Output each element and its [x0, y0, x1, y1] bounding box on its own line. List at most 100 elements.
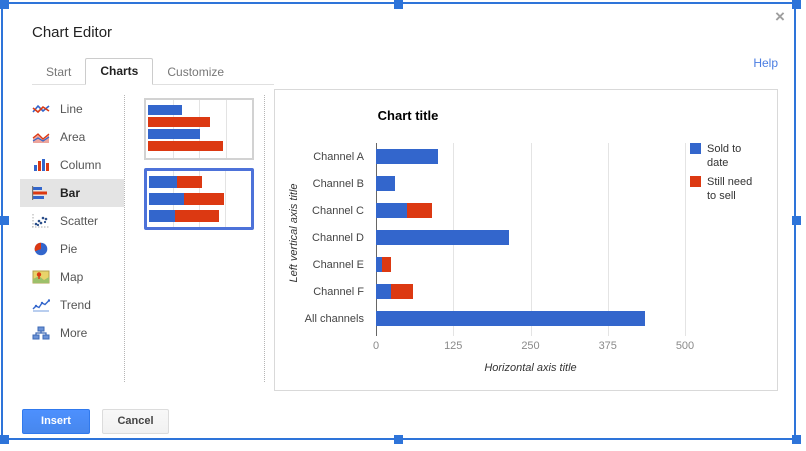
x-tick-label: 0 — [372, 340, 380, 352]
bar-row — [376, 170, 685, 197]
legend-entry: Sold to date — [690, 142, 762, 170]
thumbnail-bar-segment — [148, 129, 200, 139]
x-tick-label: 500 — [675, 340, 695, 352]
bar-segment-still-need-to-sell — [391, 284, 414, 299]
chart-title: Chart title — [377, 108, 439, 123]
trend-chart-icon — [32, 298, 51, 312]
x-axis-ticks: 0 125 250 375 500 — [373, 340, 694, 354]
horizontal-axis-title: Horizontal axis title — [484, 362, 577, 374]
sidebar-item-label: Line — [60, 102, 83, 116]
x-tick-label: 250 — [521, 340, 540, 352]
resize-handle-bottom-left[interactable] — [0, 435, 9, 444]
sidebar-item-label: Area — [60, 130, 86, 144]
bar-row — [376, 305, 685, 332]
sidebar-item-column[interactable]: Column — [20, 151, 124, 179]
resize-handle-middle-right[interactable] — [792, 216, 801, 225]
bar-row — [376, 278, 685, 305]
close-icon[interactable]: × — [775, 7, 785, 26]
category-label: All channels — [304, 312, 364, 325]
x-tick-label: 125 — [444, 340, 463, 352]
thumbnail-bar-row — [149, 193, 247, 205]
sidebar-item-trend[interactable]: Trend — [20, 291, 124, 319]
thumbnail-bars — [146, 105, 248, 153]
sidebar-item-label: Trend — [60, 298, 91, 312]
tab-customize[interactable]: Customize — [167, 65, 225, 79]
legend-entry: Still need to sell — [690, 175, 762, 203]
sidebar-item-label: Scatter — [60, 214, 99, 228]
category-label: Channel F — [313, 285, 364, 298]
sidebar-divider — [124, 95, 125, 382]
thumbnail-bar-segment — [149, 176, 178, 188]
thumbnail-bar-row — [148, 141, 248, 151]
sidebar-item-label: More — [60, 326, 88, 340]
pie-chart-icon — [32, 242, 50, 256]
thumbnail-bar-segment — [148, 141, 223, 151]
thumbnail-gridline — [225, 100, 227, 158]
more-charts-icon — [32, 326, 50, 340]
insert-button[interactable]: Insert — [22, 409, 90, 434]
legend-label: Still need to sell — [707, 176, 753, 202]
bar-row — [376, 224, 685, 251]
category-label: Channel B — [312, 177, 364, 190]
scatter-chart-icon — [32, 214, 50, 228]
chart-preview-panel: Chart title Left vertical axis title Cha… — [274, 89, 778, 391]
category-labels: Channel A Channel B Channel C Channel D Chan… — [275, 143, 372, 332]
resize-handle-top-center[interactable] — [394, 0, 403, 9]
plot-area — [376, 143, 686, 336]
thumbnail-bar-row — [148, 117, 248, 127]
thumbnail-stacked-horizontal-bar[interactable] — [144, 168, 254, 230]
legend-swatch — [690, 143, 701, 154]
bar-segment-sold-to-date — [376, 149, 438, 164]
dialog-title: Chart Editor — [32, 24, 113, 41]
category-label: Channel E — [312, 258, 364, 271]
thumbnail-bars — [147, 176, 247, 222]
bar-chart-icon — [32, 186, 50, 200]
resize-handle-bottom-center[interactable] — [394, 435, 403, 444]
bar-segment-sold-to-date — [376, 203, 407, 218]
thumbnail-bar-segment — [148, 105, 182, 115]
resize-handle-middle-left[interactable] — [0, 216, 9, 225]
sidebar-item-map[interactable]: Map — [20, 263, 124, 291]
sidebar-item-pie[interactable]: Pie — [20, 235, 124, 263]
thumbnail-grouped-horizontal-bar[interactable] — [144, 98, 254, 160]
sidebar-item-scatter[interactable]: Scatter — [20, 207, 124, 235]
thumbnail-bar-segment — [149, 210, 176, 222]
gridline-375 — [607, 143, 609, 336]
resize-handle-bottom-right[interactable] — [792, 435, 801, 444]
sidebar-item-area[interactable]: Area — [20, 123, 124, 151]
thumbnail-divider — [264, 95, 265, 382]
bar-segment-still-need-to-sell — [382, 257, 392, 272]
gridline-500 — [685, 143, 686, 336]
sidebar-item-label: Bar — [60, 186, 81, 200]
tab-start[interactable]: Start — [46, 65, 72, 79]
x-tick-label: 375 — [598, 340, 617, 352]
thumbnail-bar-row — [149, 210, 247, 222]
category-label: Channel C — [312, 204, 364, 217]
sidebar-item-label: Pie — [60, 242, 78, 256]
thumbnail-bar-segment — [177, 176, 202, 188]
column-chart-icon — [32, 158, 50, 172]
thumbnail-bar-segment — [148, 117, 210, 127]
sidebar-item-label: Column — [60, 158, 102, 172]
bar-segment-sold-to-date — [376, 311, 645, 326]
legend-swatch — [690, 176, 701, 187]
sidebar-item-more[interactable]: More — [20, 319, 124, 347]
sidebar-item-line[interactable]: Line — [20, 95, 124, 123]
bar-row — [376, 143, 685, 170]
area-chart-icon — [32, 130, 50, 144]
resize-handle-top-left[interactable] — [0, 0, 9, 9]
help-link[interactable]: Help — [753, 56, 778, 70]
tab-charts[interactable]: Charts — [85, 58, 154, 85]
line-chart-icon — [32, 102, 50, 116]
bar-segment-still-need-to-sell — [406, 203, 432, 218]
bar-segment-sold-to-date — [376, 284, 392, 299]
tab-bar: Start Charts Customize — [32, 58, 274, 85]
thumbnail-bar-segment — [184, 193, 225, 205]
resize-handle-top-right[interactable] — [792, 0, 801, 9]
map-chart-icon — [32, 270, 50, 284]
bar-segment-sold-to-date — [376, 230, 509, 245]
sidebar-item-bar[interactable]: Bar — [20, 179, 124, 207]
cancel-button[interactable]: Cancel — [102, 409, 169, 434]
thumbnail-bar-segment — [149, 193, 185, 205]
